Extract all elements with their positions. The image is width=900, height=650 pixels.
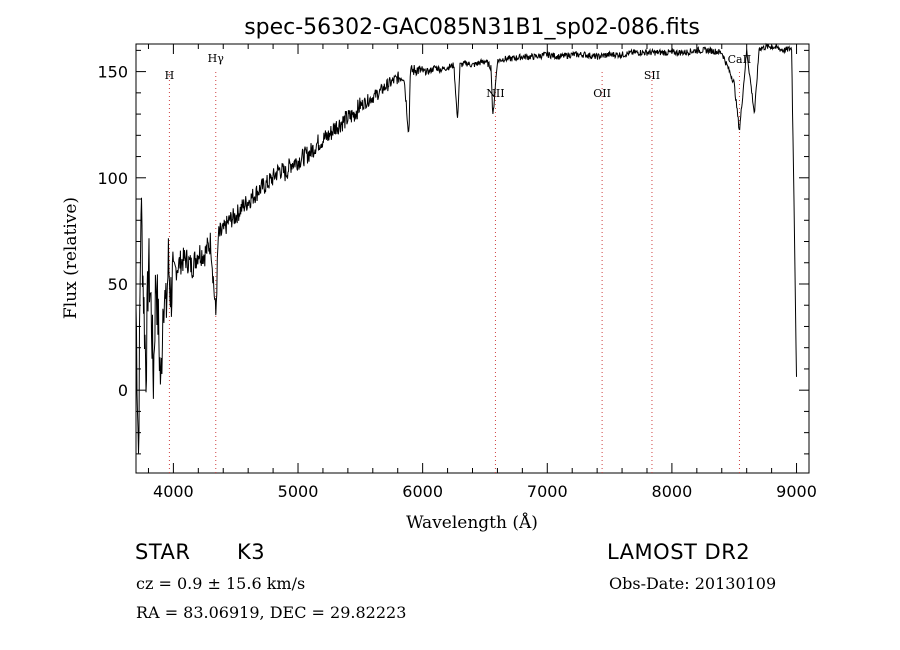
x-tick-label: 9000 [776, 482, 817, 501]
y-tick-label: 0 [118, 381, 128, 400]
x-tick-label: 4000 [153, 482, 194, 501]
y-tick-label: 50 [108, 275, 128, 294]
spectrum-series-line [135, 42, 797, 454]
survey-label: LAMOST DR2 [607, 540, 751, 564]
y-axis-label: Flux (relative) [61, 197, 81, 319]
coordinates-readout: RA = 83.06919, DEC = 29.82223 [136, 603, 407, 622]
x-tick-label: 6000 [402, 482, 443, 501]
line-marker-label: NII [486, 87, 504, 100]
x-axis-label: Wavelength (Å) [406, 512, 538, 533]
line-marker-label: SII [644, 69, 660, 82]
spectrum-chart: spec-56302-GAC085N31B1_sp02-086.fits H Hγ… [61, 15, 817, 533]
line-marker-label: Hγ [208, 52, 225, 65]
axis-ticks: 4000 5000 6000 7000 8000 9000 0 50 100 150 [97, 44, 817, 501]
chart-title: spec-56302-GAC085N31B1_sp02-086.fits [244, 15, 700, 40]
redshift-readout: cz = 0.9 ± 15.6 km/s [136, 574, 306, 593]
subclass-label: K3 [237, 540, 266, 564]
line-marker-label: H [165, 69, 175, 82]
plot-frame [135, 43, 810, 474]
y-tick-label: 150 [97, 63, 128, 82]
x-tick-label: 7000 [527, 482, 568, 501]
line-marker-label: OII [593, 87, 611, 100]
x-tick-label: 8000 [652, 482, 693, 501]
y-tick-label: 100 [97, 169, 128, 188]
classification-label: STAR [135, 540, 191, 564]
x-tick-label: 5000 [278, 482, 319, 501]
observation-date: Obs-Date: 20130109 [609, 574, 777, 593]
